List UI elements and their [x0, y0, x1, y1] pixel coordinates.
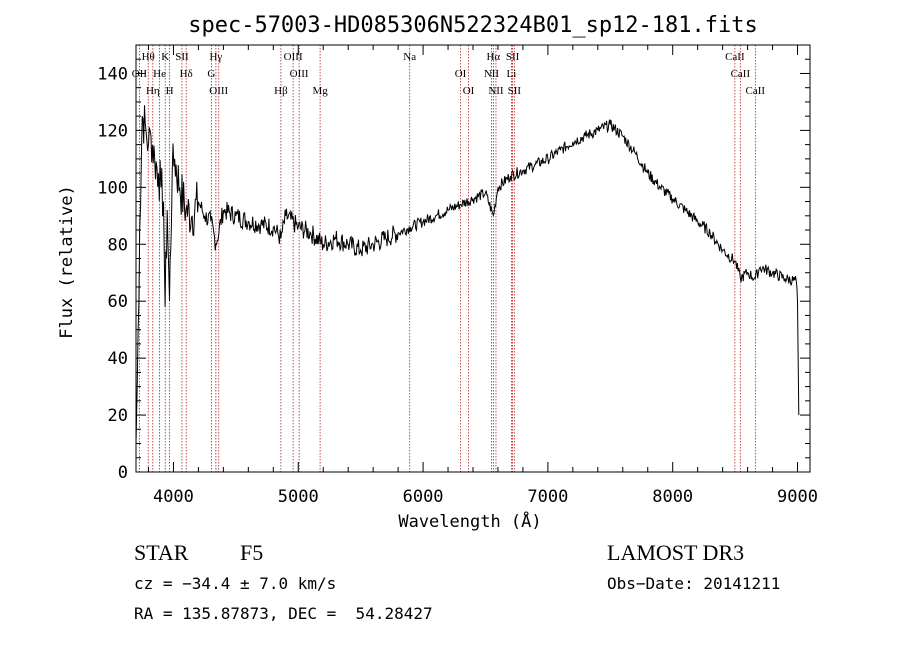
- line-label: G: [207, 68, 215, 80]
- line-label: SII: [175, 51, 189, 63]
- line-label: OI: [463, 85, 475, 97]
- observation-date: Obs−Date: 20141211: [607, 574, 781, 593]
- line-label: CaII: [725, 51, 745, 63]
- y-tick-label: 60: [108, 292, 128, 312]
- plot-frame: [135, 44, 811, 473]
- line-label: OI: [455, 68, 467, 80]
- line-label: Hη: [146, 85, 160, 97]
- flux-series-line: [135, 105, 800, 444]
- y-axis-ticks: 0 20 40 60 80 100 120 140: [97, 58, 810, 483]
- y-tick-label: 20: [108, 406, 128, 426]
- line-label: Hα: [486, 51, 500, 63]
- line-label: SII: [508, 85, 522, 97]
- line-label: NII: [488, 85, 504, 97]
- line-label: Hβ: [274, 85, 288, 97]
- x-tick-label: 8000: [652, 487, 693, 507]
- line-label: Li: [507, 68, 517, 80]
- x-tick-label: 4000: [153, 487, 194, 507]
- line-label: OIII: [284, 51, 303, 63]
- y-tick-label: 80: [108, 235, 128, 255]
- line-label: OIII: [290, 68, 309, 80]
- line-label: CaII: [746, 85, 766, 97]
- line-label: Hγ: [209, 51, 222, 63]
- line-label: K: [161, 51, 169, 63]
- chart-title: spec-57003-HD085306N522324B01_sp12-181.f…: [188, 13, 758, 38]
- line-label: OIII: [209, 85, 228, 97]
- x-tick-label: 6000: [403, 487, 444, 507]
- emission-line-markers: [138, 45, 756, 472]
- line-label: Na: [403, 51, 416, 63]
- line-label: OII: [132, 68, 148, 80]
- line-label: Mg: [312, 85, 328, 97]
- y-tick-label: 140: [97, 64, 128, 84]
- x-tick-label: 5000: [278, 487, 319, 507]
- y-tick-label: 40: [108, 349, 128, 369]
- line-label: Hθ: [142, 51, 155, 63]
- object-class: STAR: [134, 540, 189, 565]
- coordinates: RA = 135.87873, DEC = 54.28427: [134, 604, 433, 623]
- line-label: CaII: [731, 68, 751, 80]
- x-axis-ticks: 4000 5000 6000 7000 8000 9000: [147, 45, 818, 507]
- x-tick-label: 9000: [777, 487, 818, 507]
- line-label: H: [166, 85, 174, 97]
- y-tick-label: 120: [97, 121, 128, 141]
- y-axis-label: Flux (relative): [57, 185, 77, 339]
- line-label: SII: [506, 51, 520, 63]
- line-label: NII: [484, 68, 500, 80]
- line-label: He: [153, 68, 166, 80]
- redshift-velocity: cz = −34.4 ± 7.0 km/s: [134, 574, 337, 593]
- object-subclass: F5: [240, 540, 264, 565]
- y-tick-label: 100: [97, 178, 128, 198]
- x-tick-label: 7000: [527, 487, 568, 507]
- emission-line-labels: HθOIIHηKHeHSIIHδOIIIHγGHβOIIIOIIIMgNaOIO…: [132, 51, 766, 97]
- x-axis-label: Wavelength (Å): [398, 510, 541, 532]
- survey-name: LAMOST DR3: [607, 540, 745, 565]
- y-tick-label: 0: [118, 463, 128, 483]
- line-label: Hδ: [180, 68, 193, 80]
